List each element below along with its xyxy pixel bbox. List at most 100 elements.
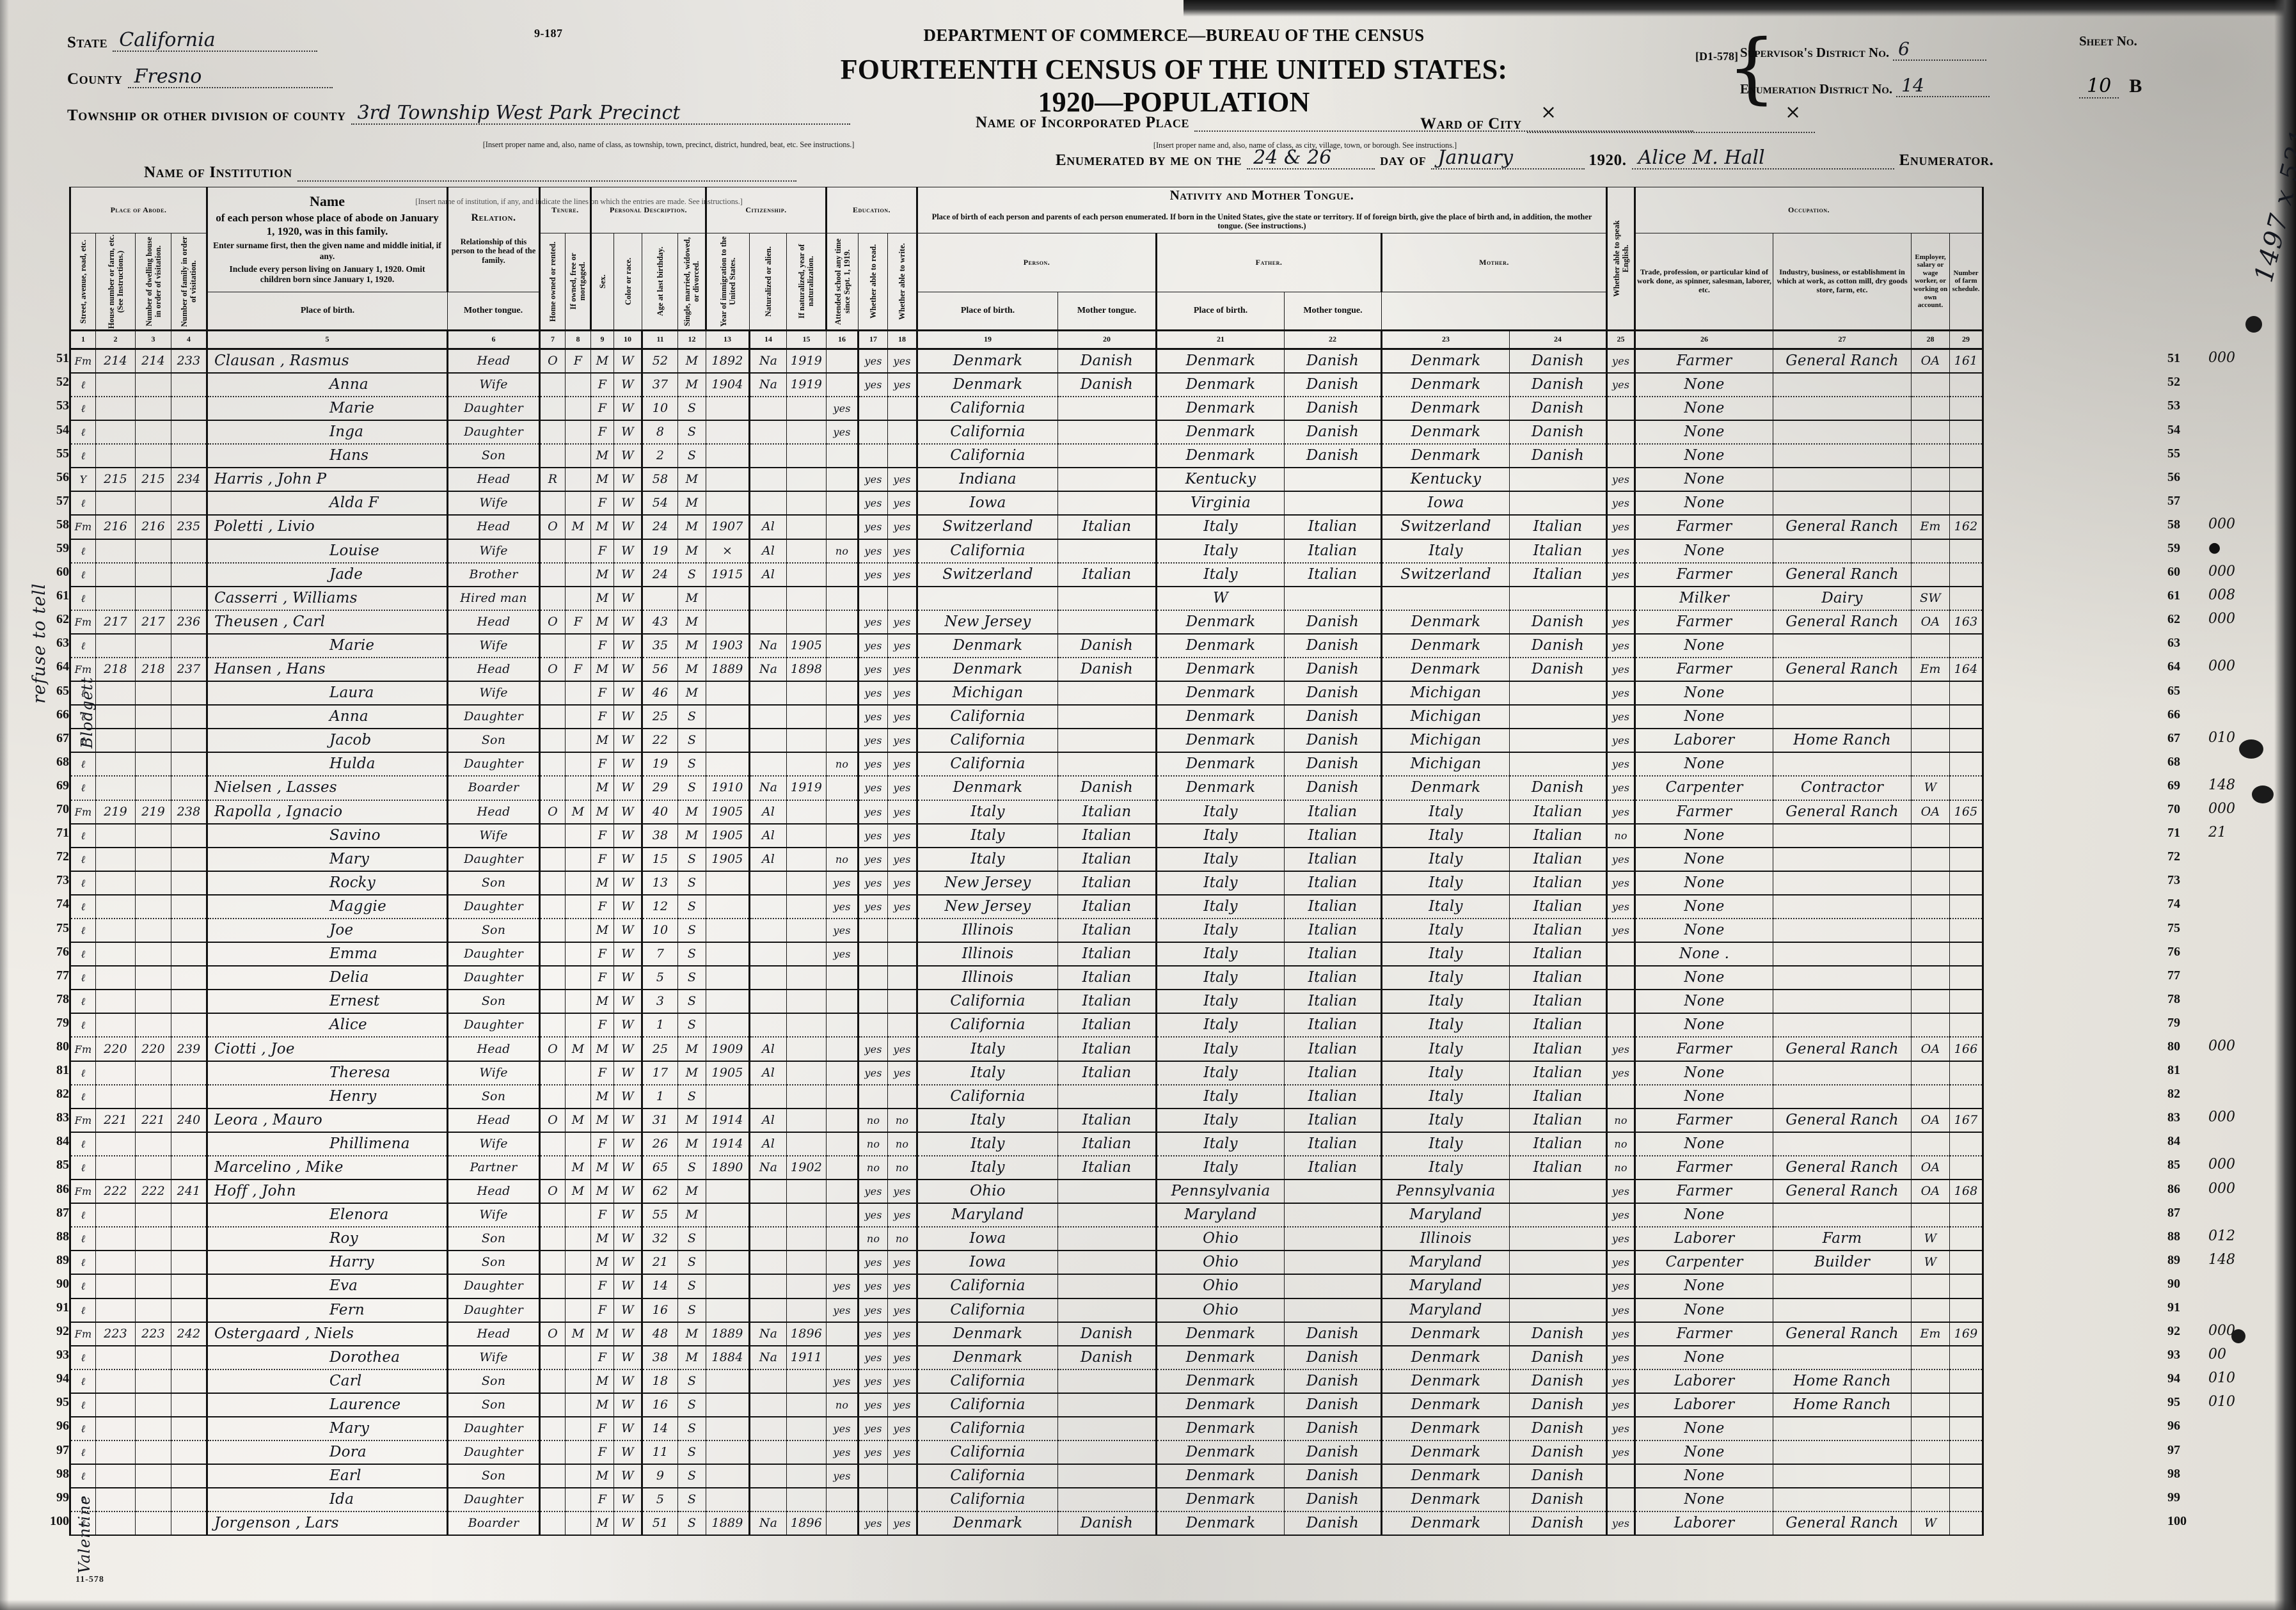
cell-read[interactable]: yes [857,372,888,397]
cell-race[interactable]: W [614,1369,642,1394]
cell-marital[interactable]: M [677,1108,706,1133]
cell-street[interactable]: ℓ [69,704,96,730]
cell-farm-sched[interactable] [1949,1416,1984,1442]
cell-pob[interactable]: Denmark [916,657,1058,683]
cell-employer[interactable] [1911,1393,1950,1417]
cell-race[interactable]: W [614,918,642,943]
cell-industry[interactable]: General Ranch [1773,1511,1912,1536]
cell-street[interactable]: ℓ [69,443,96,469]
cell-read[interactable]: yes [857,610,888,635]
cell-mt[interactable]: Danish [1057,633,1157,658]
cell-street[interactable]: ℓ [69,894,96,920]
cell-trade[interactable]: None [1634,1203,1773,1228]
cell-street[interactable]: ℓ [69,1013,96,1038]
cell-race[interactable]: W [614,894,642,920]
cell-m-mt[interactable]: Danish [1509,348,1607,374]
cell-nat[interactable] [748,965,787,991]
cell-imm-year[interactable] [706,1393,750,1417]
cell-marital[interactable]: S [677,942,706,967]
cell-nat[interactable] [748,1369,787,1394]
cell-f-pob[interactable]: Maryland [1155,1203,1285,1228]
cell-english[interactable]: yes [1606,1226,1635,1252]
cell-name[interactable]: Carl [206,1369,448,1394]
cell-relation[interactable]: Head [447,467,540,493]
cell-tenure[interactable] [565,1274,591,1299]
cell-marital[interactable]: M [677,633,706,658]
cell-pob[interactable]: Switzerland [916,514,1058,540]
cell-imm-year[interactable] [706,871,750,896]
cell-owned[interactable] [539,1132,566,1156]
cell-write[interactable]: yes [887,1061,917,1085]
enumeration-value[interactable]: 14 [1896,75,1990,97]
cell-mt[interactable]: Italian [1057,562,1157,587]
cell-tenure[interactable]: M [565,800,591,825]
cell-employer[interactable] [1911,467,1950,493]
cell-english[interactable]: yes [1606,871,1635,896]
cell-owned[interactable] [539,491,566,516]
cell-age[interactable]: 46 [641,681,678,706]
cell-employer[interactable]: Em [1911,514,1950,540]
cell-f-mt[interactable]: Italian [1284,1061,1382,1085]
cell-house[interactable] [95,1274,136,1299]
cell-industry[interactable] [1773,681,1912,706]
cell-school[interactable] [826,1013,859,1038]
cell-employer[interactable]: W [1911,1511,1950,1536]
cell-nat-year[interactable] [786,514,827,540]
table-row[interactable]: ℓ Ernest Son M W 3 S California Italian Italy Ital… [69,989,1984,1014]
cell-name[interactable]: Fern [206,1297,448,1323]
cell-industry[interactable] [1773,704,1912,730]
cell-school[interactable] [826,657,859,683]
cell-sex[interactable]: M [590,1036,614,1062]
cell-m-mt[interactable] [1509,491,1607,516]
cell-f-mt[interactable]: Danish [1284,348,1382,374]
cell-nat-year[interactable]: 1919 [786,372,827,397]
cell-relation[interactable]: Daughter [447,752,540,777]
cell-race[interactable]: W [614,989,642,1014]
cell-m-pob[interactable]: Kentucky [1381,467,1510,493]
cell-street[interactable]: Fm [69,1036,96,1062]
cell-pob[interactable]: Denmark [916,1345,1058,1370]
cell-nat[interactable] [748,491,787,516]
cell-relation[interactable]: Head [447,1179,540,1204]
cell-farm-sched[interactable] [1949,704,1984,730]
cell-industry[interactable] [1773,1132,1912,1156]
cell-trade[interactable]: Milker [1634,586,1773,611]
cell-relation[interactable]: Head [447,800,540,825]
cell-dwelling[interactable]: 218 [135,657,171,683]
cell-write[interactable] [887,965,917,991]
cell-trade[interactable]: Laborer [1634,728,1773,754]
cell-nat[interactable] [748,1487,787,1513]
cell-tenure[interactable] [565,1132,591,1156]
cell-name[interactable]: Hulda [206,752,448,777]
cell-english[interactable]: yes [1606,1297,1635,1323]
cell-english[interactable]: yes [1606,1416,1635,1442]
cell-school[interactable] [826,1203,859,1228]
cell-dwelling[interactable]: 214 [135,348,171,374]
cell-nat-year[interactable] [786,586,827,611]
cell-employer[interactable]: SW [1911,586,1950,611]
cell-relation[interactable]: Son [447,443,540,469]
cell-industry[interactable] [1773,396,1912,422]
cell-farm-sched[interactable] [1949,918,1984,943]
cell-trade[interactable]: None [1634,1132,1773,1156]
cell-owned[interactable] [539,728,566,754]
cell-farm-sched[interactable] [1949,989,1984,1014]
state-value[interactable]: California [113,31,318,52]
cell-farm-sched[interactable] [1949,1132,1984,1156]
cell-m-pob[interactable]: Italy [1381,1155,1510,1181]
cell-sex[interactable]: F [590,1013,614,1038]
cell-nat[interactable] [748,396,787,422]
cell-race[interactable]: W [614,1013,642,1038]
cell-age[interactable]: 16 [641,1297,678,1323]
cell-school[interactable] [826,965,859,991]
cell-sex[interactable]: M [590,562,614,587]
cell-f-pob[interactable]: Denmark [1155,728,1285,754]
cell-name[interactable]: Mary [206,847,448,872]
cell-employer[interactable] [1911,633,1950,658]
cell-street[interactable]: ℓ [69,1250,96,1275]
cell-english[interactable]: yes [1606,1393,1635,1417]
cell-race[interactable]: W [614,728,642,754]
cell-m-pob[interactable]: Denmark [1381,443,1510,469]
cell-write[interactable]: yes [887,775,917,801]
